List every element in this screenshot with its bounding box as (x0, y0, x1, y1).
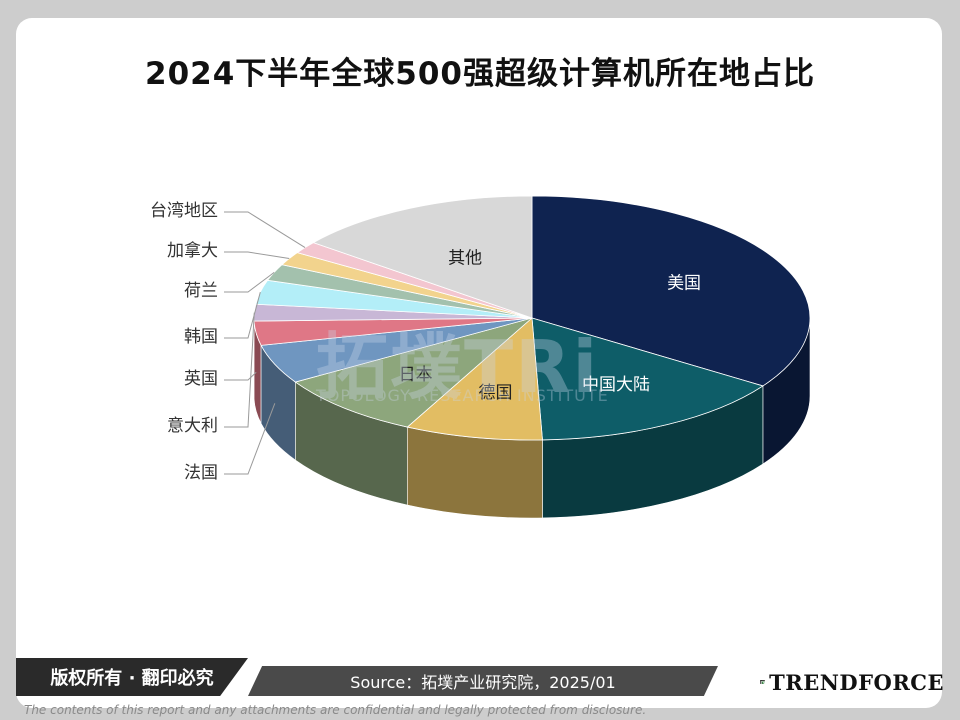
pie-slice-中国大陆 (531, 317, 764, 441)
copyright-badge: 版权所有 · 翻印必究 (16, 658, 248, 696)
pie-label-日本: 日本 (399, 365, 433, 385)
pie-label-其他: 其他 (448, 249, 482, 269)
leader-line-台湾地区 (224, 211, 306, 248)
leader-line-意大利 (224, 312, 255, 428)
leader-line-法国 (224, 403, 276, 475)
source-note: Source：拓墣产业研究院，2025/01 (248, 666, 718, 696)
pie-label-韩国: 韩国 (184, 327, 218, 347)
pie-slice-德国 (406, 317, 543, 441)
leader-line-加拿大 (224, 251, 290, 260)
pie-side-德国 (407, 426, 543, 519)
pie-label-美国: 美国 (667, 273, 701, 293)
pie-label-德国: 德国 (478, 383, 512, 403)
pie-label-加拿大: 加拿大 (167, 240, 218, 261)
pie-label-法国: 法国 (184, 463, 218, 483)
pie-label-台湾地区: 台湾地区 (150, 201, 218, 221)
pie-slice-其他 (312, 195, 533, 319)
trendforce-logo: TRENDFORCE (760, 664, 944, 700)
leader-line-英国 (224, 371, 257, 381)
chart-title: 2024下半年全球500强超级计算机所在地占比 (145, 56, 815, 92)
pie-slice-美国 (531, 195, 811, 387)
brand-name: TRENDFORCE (769, 669, 944, 695)
pie-slice-日本 (294, 317, 533, 428)
pie-label-中国大陆: 中国大陆 (582, 375, 650, 395)
leader-line-荷兰 (224, 271, 275, 293)
disclaimer: The contents of this report and any atta… (24, 703, 647, 717)
leader-line-韩国 (224, 292, 261, 339)
trendforce-logo-icon (760, 680, 765, 684)
pie-label-荷兰: 荷兰 (184, 281, 218, 301)
pie-label-英国: 英国 (184, 369, 218, 389)
pie-label-意大利: 意大利 (167, 416, 218, 436)
